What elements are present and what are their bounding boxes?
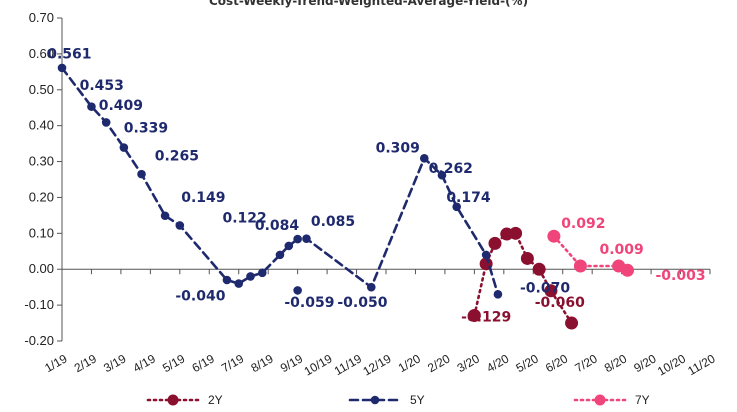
series-5y-point bbox=[275, 250, 285, 260]
series-5y-point bbox=[87, 102, 96, 111]
series-2y-point bbox=[532, 262, 546, 276]
series-5y-data-label: 0.085 bbox=[311, 214, 355, 230]
x-tick-label: 7/19 bbox=[219, 351, 247, 375]
x-tick-label: 1/19 bbox=[42, 351, 70, 375]
series-5y-point bbox=[257, 268, 267, 278]
y-tick-label: 0.20 bbox=[29, 189, 54, 204]
series-7y-point bbox=[547, 229, 561, 243]
series-5y-data-label: -0.059 bbox=[284, 295, 334, 311]
x-tick-label: 3/19 bbox=[101, 351, 129, 375]
series-5y-point bbox=[302, 234, 311, 244]
x-tick-label: 4/19 bbox=[131, 351, 159, 375]
x-tick-label: 7/20 bbox=[572, 351, 600, 375]
series-5y-point bbox=[246, 272, 255, 281]
x-tick-label: 12/19 bbox=[360, 351, 393, 378]
y-tick-label: 0.70 bbox=[29, 10, 54, 25]
y-tick-label: 0.10 bbox=[29, 225, 54, 240]
series-5y-point bbox=[234, 279, 244, 288]
series-5y-data-label: -0.070 bbox=[520, 281, 570, 297]
series-2y-data-label: -0.060 bbox=[535, 295, 585, 311]
x-tick-label: 4/20 bbox=[484, 351, 512, 375]
series-7y-data-label: -0.003 bbox=[655, 268, 705, 284]
x-tick-label: 11/20 bbox=[685, 351, 718, 378]
series-5y-line bbox=[60, 66, 500, 296]
y-tick-label: 0.40 bbox=[29, 118, 54, 133]
series-5y-data-label: 0.339 bbox=[124, 120, 168, 136]
series-5y-data-label: 0.174 bbox=[446, 190, 491, 206]
series-5y-data-label: 0.122 bbox=[222, 211, 266, 227]
series-5y-data-label: -0.050 bbox=[337, 295, 387, 311]
x-tick-label: 2/19 bbox=[72, 351, 100, 375]
legend-2y-label: 2Y bbox=[208, 393, 223, 407]
legend-7y-label: 7Y bbox=[635, 393, 650, 407]
series-5y-point bbox=[222, 275, 232, 285]
y-tick-label: -0.10 bbox=[24, 297, 54, 312]
series-5y-point bbox=[160, 211, 170, 221]
y-tick-label: 0.30 bbox=[29, 154, 54, 169]
series-2y-point bbox=[467, 309, 481, 323]
series-5y-data-label: 0.265 bbox=[155, 148, 199, 164]
series-5y-data-label: 0.409 bbox=[99, 98, 143, 114]
legend-5y-label: 5Y bbox=[410, 393, 425, 407]
x-tick-label: 8/20 bbox=[602, 351, 630, 375]
series-5y-point bbox=[493, 290, 503, 299]
series-5y-data-label: -0.040 bbox=[175, 288, 225, 304]
x-tick-label: 10/20 bbox=[655, 351, 688, 378]
x-tick-label: 5/20 bbox=[514, 351, 542, 375]
x-tick-label: 11/19 bbox=[332, 351, 365, 378]
series-5y-data-label: 0.149 bbox=[181, 190, 225, 206]
series-2y-point bbox=[544, 284, 558, 298]
legend-2y-marker bbox=[167, 394, 179, 406]
x-tick-label: 9/19 bbox=[278, 351, 306, 375]
series-2y-point bbox=[565, 316, 579, 330]
series-5y-data-label: 0.453 bbox=[80, 78, 124, 94]
series-5y-point bbox=[175, 221, 185, 230]
legend-5y-marker bbox=[370, 395, 380, 405]
series-5y-point bbox=[481, 250, 491, 260]
y-tick-label: 0.00 bbox=[29, 261, 54, 276]
series-5y-point bbox=[284, 241, 294, 251]
x-tick-label: 9/20 bbox=[631, 351, 659, 375]
series-5y-point bbox=[452, 202, 461, 212]
x-tick-label: 6/20 bbox=[543, 351, 571, 375]
series-7y-data-label: 0.009 bbox=[599, 242, 643, 258]
series-7y-data-label: 0.092 bbox=[561, 216, 605, 232]
series-7y-point bbox=[573, 259, 587, 273]
series-5y-point bbox=[437, 170, 447, 180]
series-5y-data-label: 0.262 bbox=[429, 161, 473, 177]
chart-title: Cost-Weekly-Trend-Weighted-Average-Yield… bbox=[208, 0, 529, 8]
series-5y-point bbox=[119, 143, 129, 152]
series-5y-point bbox=[101, 118, 111, 127]
x-tick-label: 10/19 bbox=[302, 351, 335, 378]
x-tick-label: 1/20 bbox=[396, 351, 424, 375]
x-tick-label: 8/19 bbox=[248, 351, 276, 375]
y-tick-label: 0.60 bbox=[29, 46, 54, 61]
series-7y-point bbox=[621, 263, 635, 277]
series-5y-point bbox=[57, 63, 67, 73]
series-2y-point bbox=[520, 251, 534, 265]
series-5y-point bbox=[293, 286, 302, 295]
series-2y-point bbox=[488, 236, 502, 250]
series-2y-point bbox=[509, 226, 523, 240]
y-tick-label: -0.20 bbox=[24, 333, 54, 348]
series-5y-data-label: 0.309 bbox=[376, 141, 420, 157]
legend-7y-marker bbox=[594, 394, 606, 406]
series-5y-point bbox=[137, 169, 146, 179]
series-5y-point bbox=[293, 234, 302, 244]
series-5y-data-label: 0.084 bbox=[255, 218, 300, 234]
series-2y-data-label: -0.129 bbox=[461, 309, 511, 325]
x-tick-label: 5/19 bbox=[160, 351, 188, 375]
x-tick-label: 2/20 bbox=[425, 351, 453, 375]
series-5y-data-label: 0.561 bbox=[47, 47, 91, 63]
series-5y-point bbox=[419, 154, 429, 163]
x-tick-label: 6/19 bbox=[190, 351, 218, 375]
y-tick-label: 0.50 bbox=[29, 82, 54, 97]
x-tick-label: 3/20 bbox=[455, 351, 483, 375]
series-5y-point bbox=[366, 282, 376, 292]
